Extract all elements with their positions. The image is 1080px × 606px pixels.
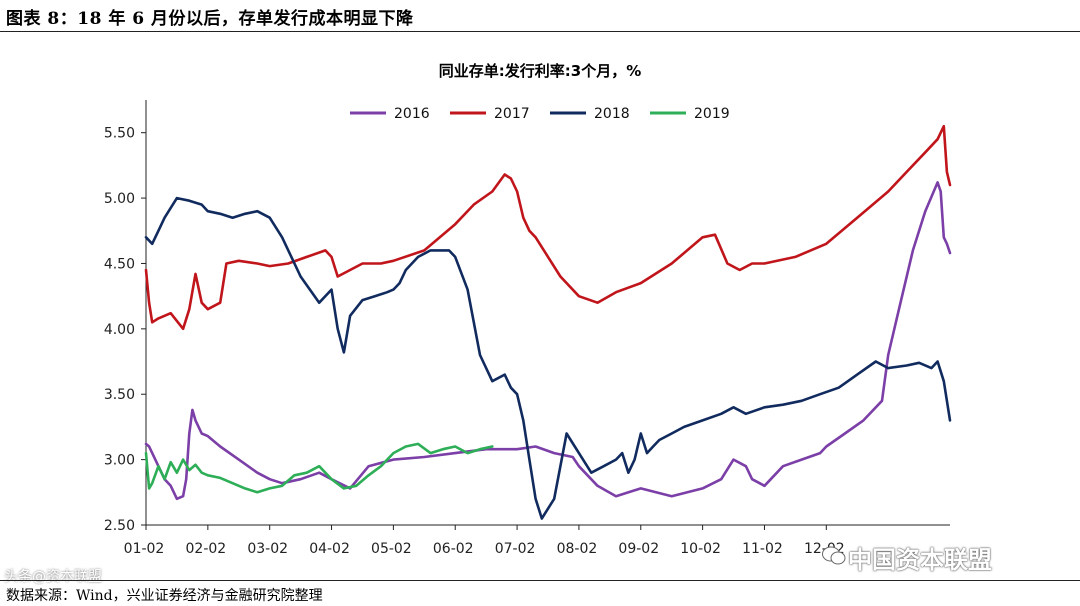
x-tick-label: 10-02 (680, 541, 721, 557)
legend-label-2017: 2017 (494, 106, 530, 122)
series-line-2017 (144, 124, 952, 331)
y-tick-label: 3.50 (104, 387, 135, 403)
figure-title: 图表 8：18 年 6 月份以后，存单发行成本明显下降 (6, 9, 414, 29)
top-rule (0, 31, 1080, 32)
source-note: 数据来源：Wind，兴业证券经济与金融研究院整理 (6, 588, 323, 604)
y-axis-ticks: 2.50 3.00 3.50 4.00 4.50 5.00 5.50 (104, 126, 146, 534)
x-tick-label: 01-02 (124, 541, 165, 557)
x-tick-label: 11-02 (742, 541, 783, 557)
chart-axes (145, 100, 950, 526)
watermark-text: 中国资本联盟 (848, 546, 992, 574)
x-tick-label: 02-02 (186, 541, 227, 557)
y-tick-label: 5.00 (104, 191, 135, 207)
legend-label-2019: 2019 (694, 106, 730, 122)
x-tick-label: 05-02 (371, 541, 412, 557)
watermark-left: 头条@资本联盟 (4, 569, 102, 585)
x-tick-label: 08-02 (557, 541, 598, 557)
series-line-2019 (144, 442, 494, 494)
y-tick-label: 5.50 (104, 126, 135, 142)
chart-title: 同业存单:发行利率:3个月，% (438, 62, 642, 80)
legend-label-2016: 2016 (394, 106, 430, 122)
x-tick-label: 04-02 (309, 541, 350, 557)
x-tick-label: 09-02 (618, 541, 659, 557)
y-tick-label: 4.00 (104, 322, 135, 338)
wechat-icon (822, 546, 846, 565)
series-lines (144, 124, 952, 520)
x-axis-ticks: 01-02 02-02 03-02 04-02 05-02 06-02 07-02 08-02… (124, 525, 845, 557)
x-tick-label: 03-02 (247, 541, 288, 557)
x-tick-label: 06-02 (433, 541, 474, 557)
bottom-rule (0, 580, 1080, 581)
y-tick-label: 4.50 (104, 256, 135, 272)
chart-legend: 2016 2017 2018 2019 (350, 106, 730, 122)
series-line-2018 (144, 196, 952, 520)
series-line-2016 (144, 181, 952, 501)
y-tick-label: 2.50 (104, 518, 135, 534)
y-tick-label: 3.00 (104, 453, 135, 469)
legend-label-2018: 2018 (594, 106, 630, 122)
x-tick-label: 07-02 (495, 541, 536, 557)
